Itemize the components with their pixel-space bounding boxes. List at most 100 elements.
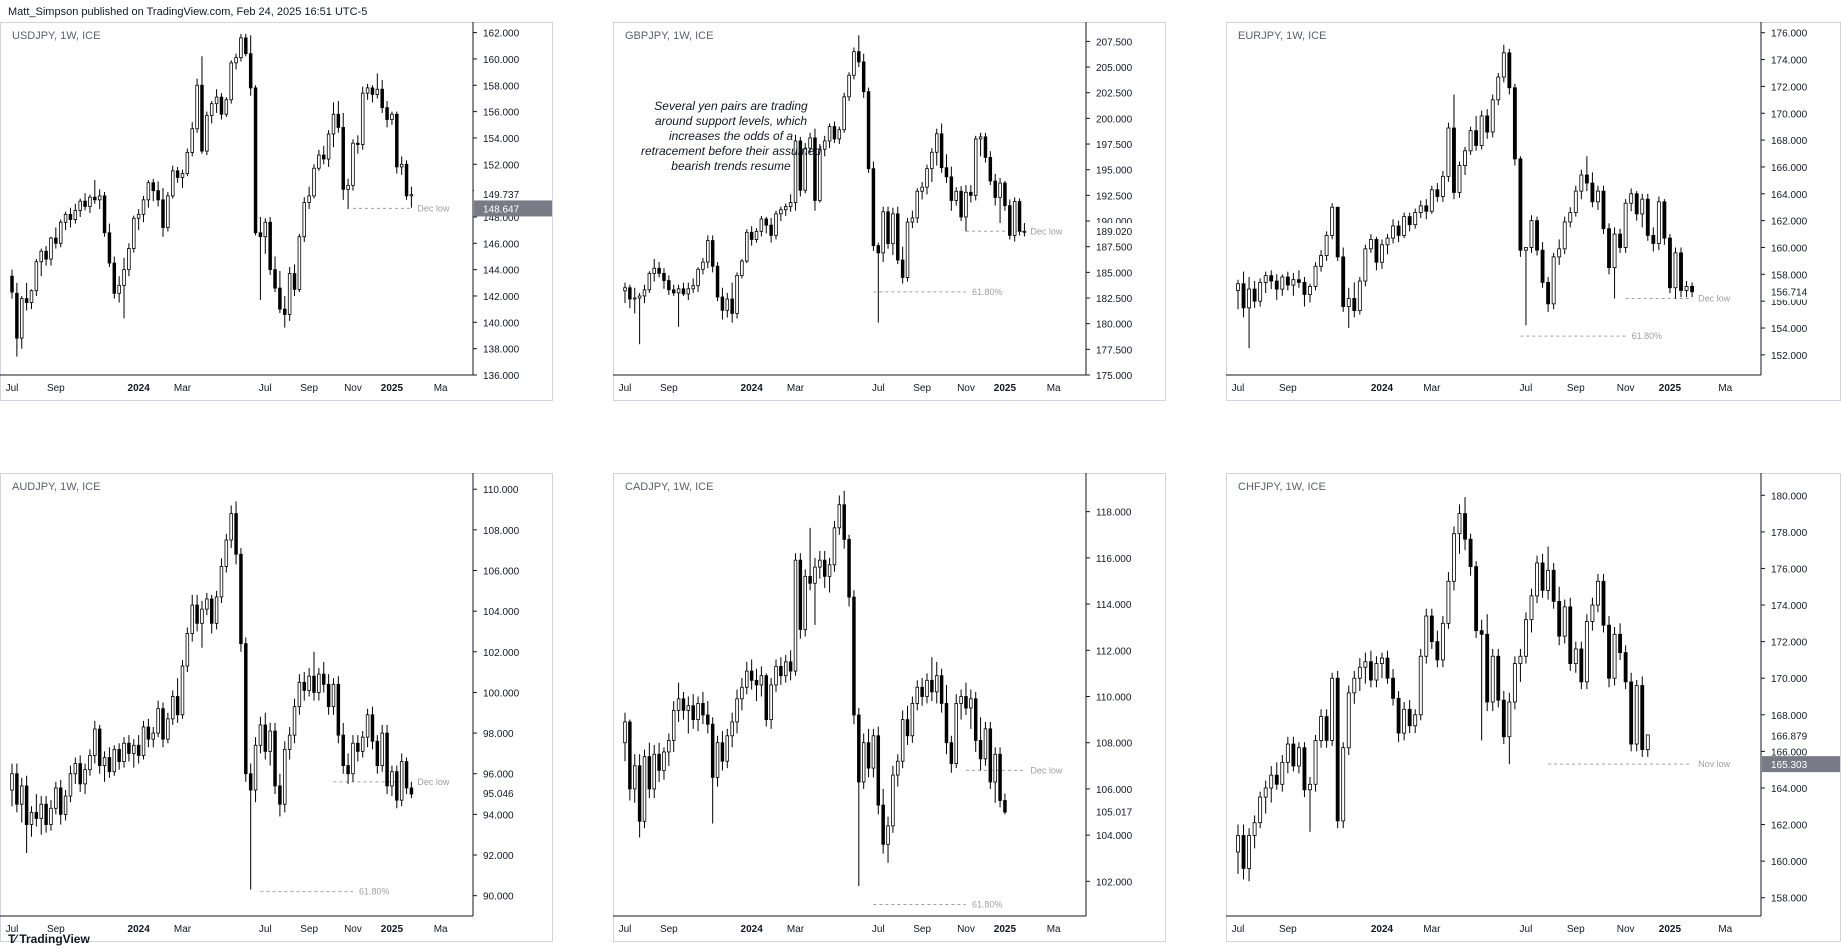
usdjpy-chart[interactable]: USDJPY, 1W, ICE 162.000 160.000 158.000 156.… [0,22,553,401]
candle-body [637,765,642,822]
candle-body [39,250,43,263]
candle-body [759,675,764,686]
y-tick-label: 180.000 [1771,491,1808,502]
candle-body [1258,281,1263,302]
candle-body [1496,655,1501,701]
footer: T⁄ TradingView [8,930,90,948]
candle-body [63,795,68,815]
candle-body [686,705,691,711]
candle-body [1022,230,1027,233]
candle-body [847,74,851,98]
candle-body [1391,225,1395,239]
candle-body [691,705,695,721]
x-tick-label: Mar [787,924,805,935]
chart-panel-usdjpy[interactable]: USDJPY, 1W, ICE 162.000 160.000 158.000 156.… [0,22,553,401]
x-tick-label: Jul [1520,924,1533,935]
y-tick-label: 195.000 [1096,166,1133,177]
footer-brand[interactable]: TradingView [19,932,90,946]
chart-panel-cadjpy[interactable]: CADJPY, 1W, ICE 118.000 116.000 114.000 112.… [613,473,1166,942]
candle-body [200,84,204,152]
candle-body [939,133,944,169]
candle-body [642,289,647,297]
candle-body [1618,633,1623,654]
candle-body [151,732,155,740]
candle-body [1452,533,1456,582]
candle-body [1518,655,1523,664]
candle-body [988,728,993,783]
candle-body [117,285,121,294]
candle-body [891,774,895,827]
candle-body [735,698,739,723]
price-label-bg [1087,803,1165,820]
x-tick-label: Sep [300,924,318,935]
chart-title: AUDJPY, 1W, ICE [12,481,100,493]
eurjpy-chart[interactable]: EURJPY, 1W, ICE 176.000 174.000 172.000 170.… [1226,22,1841,401]
candle-body [404,163,409,197]
level-label: Dec low [1030,226,1063,236]
x-tick-label: Jul [872,383,885,394]
candle-body [842,504,846,540]
candle-body [710,240,715,267]
candle-body [1252,288,1257,302]
candle-body [1330,206,1335,236]
candle-body [1468,130,1473,152]
candle-body [239,553,243,645]
candle-body [871,168,876,247]
candle-body [798,140,803,191]
candle-body [292,273,297,290]
candle-body [146,726,151,740]
candle-body [647,756,652,790]
y-tick-label: 176.000 [1771,29,1808,40]
candle-body [1562,221,1567,250]
y-tick-label: 156.000 [483,108,520,119]
gbpjpy-chart[interactable]: GBPJPY, 1W, ICE 207.500 205.000 202.500 200.… [613,22,1166,401]
candle-body [652,267,656,274]
y-tick-label: 104.000 [1096,831,1133,842]
candle-body [876,735,881,806]
y-tick-label: 207.500 [1096,37,1133,48]
audjpy-chart[interactable]: AUDJPY, 1W, ICE 110.000 108.000 106.000 104.… [0,473,553,942]
candle-body [993,180,997,198]
candle-body [954,190,958,201]
candle-body [964,696,968,709]
candle-body [671,289,676,294]
cadjpy-chart[interactable]: CADJPY, 1W, ICE 118.000 116.000 114.000 112.… [613,473,1166,942]
candle-body [715,742,720,778]
candle-body [29,811,34,825]
chart-panel-chfjpy[interactable]: CHFJPY, 1W, ICE 180.000 178.000 176.000 174.… [1226,473,1841,942]
candle-body [390,113,394,120]
candle-body [1490,99,1495,133]
candle-body [1601,190,1606,230]
y-tick-label: 114.000 [1096,600,1132,611]
candle-body [68,213,73,220]
chart-panel-gbpjpy[interactable]: GBPJPY, 1W, ICE 207.500 205.000 202.500 200.… [613,22,1166,401]
chart-panel-eurjpy[interactable]: EURJPY, 1W, ICE 176.000 174.000 172.000 170.… [1226,22,1841,401]
x-tick-label: 2025 [381,383,404,394]
candle-body [365,87,370,94]
candle-body [1357,666,1362,679]
candle-body [117,748,121,762]
candle-body [871,735,876,769]
candle-body [54,237,58,244]
candle-body [725,298,730,311]
candle-body [1446,127,1451,177]
candle-body [657,267,661,274]
candle-body [370,714,375,742]
y-tick-label: 187.500 [1096,243,1133,254]
candle-body [93,728,97,756]
candle-body [49,807,53,825]
chfjpy-chart[interactable]: CHFJPY, 1W, ICE 180.000 178.000 176.000 174.… [1226,473,1841,942]
candle-body [1380,657,1384,664]
candle-body [1302,747,1307,791]
candle-body [998,753,1002,801]
chart-panel-audjpy[interactable]: AUDJPY, 1W, ICE 110.000 108.000 106.000 104.… [0,473,553,942]
y-tick-label: 166.000 [1771,747,1808,758]
candle-body [628,287,632,300]
candle-body [404,761,409,789]
y-tick-label: 185.000 [1096,268,1133,279]
candle-body [146,182,151,201]
candle-body [20,785,24,805]
candle-body [676,698,681,711]
x-tick-label: Jul [872,924,885,935]
price-label-bg [474,785,552,802]
